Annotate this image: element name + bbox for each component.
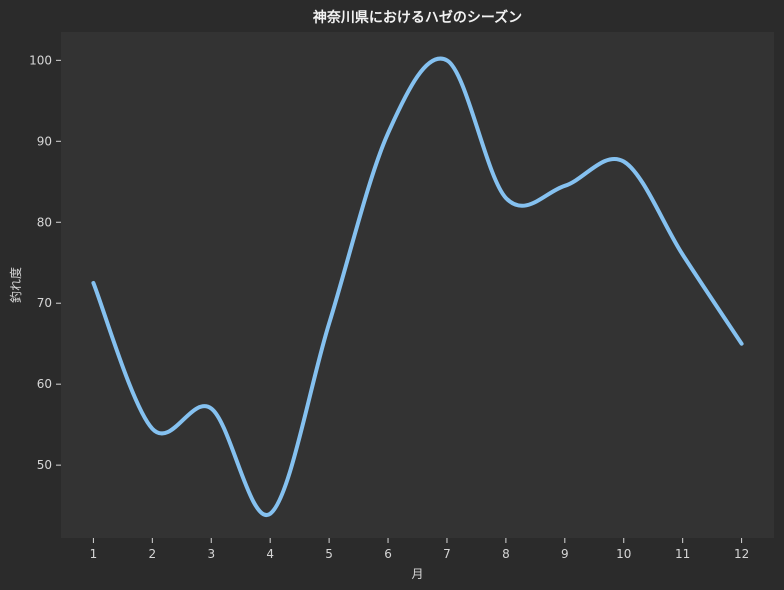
y-tick-label: 80 [37,215,52,229]
x-tick-label: 9 [561,547,569,561]
y-tick-label: 90 [37,134,52,148]
x-axis: 1 2 3 4 5 6 7 8 9 10 11 12 [90,538,749,561]
x-tick-label: 8 [502,547,510,561]
y-axis-title: 釣れ度 [8,267,23,303]
y-tick-label: 60 [37,377,52,391]
x-tick-label: 11 [675,547,690,561]
series-line [91,56,744,517]
plot-area [61,32,774,538]
x-tick-label: 10 [616,547,631,561]
x-tick-label: 5 [325,547,333,561]
x-tick-label: 4 [266,547,274,561]
x-tick-label: 7 [443,547,451,561]
chart-title: 神奈川県におけるハゼのシーズン [313,9,522,26]
x-tick-label: 6 [384,547,392,561]
x-tick-label: 3 [207,547,215,561]
y-tick-label: 70 [37,296,52,310]
x-tick-label: 1 [90,547,98,561]
series-layer [91,56,744,517]
y-tick-label: 100 [29,53,52,67]
x-axis-title: 月 [411,567,423,581]
x-tick-label: 2 [149,547,157,561]
x-tick-label: 12 [734,547,749,561]
y-tick-label: 50 [37,458,52,472]
y-axis: 50 60 70 80 90 100 [29,53,61,472]
